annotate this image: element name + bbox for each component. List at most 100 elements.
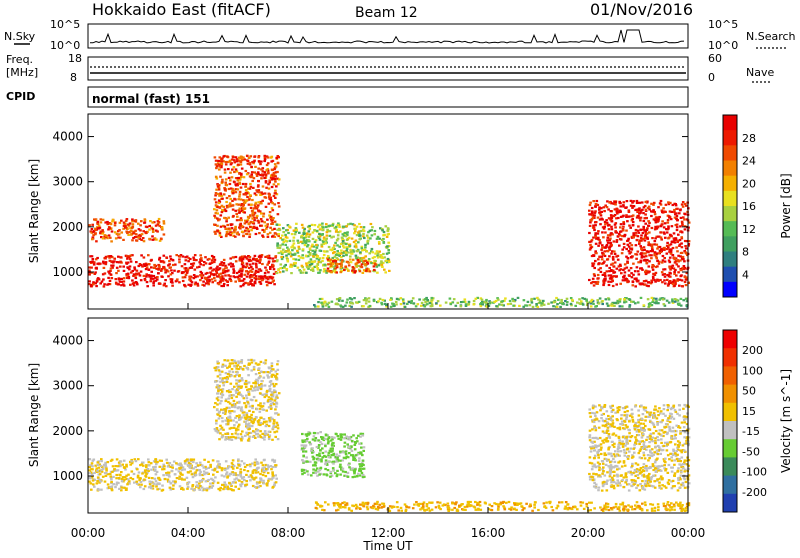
heatmap-cell	[597, 233, 600, 235]
heatmap-cell	[146, 281, 149, 283]
heatmap-cell	[233, 166, 236, 168]
heatmap-cell	[625, 248, 628, 250]
heatmap-cell	[666, 248, 669, 250]
heatmap-cell	[346, 299, 349, 301]
heatmap-cell	[225, 210, 228, 212]
heatmap-cell	[269, 266, 272, 268]
heatmap-cell	[317, 301, 320, 303]
heatmap-cell	[257, 220, 260, 222]
heatmap-cell	[608, 298, 611, 300]
heatmap-cell	[276, 373, 279, 375]
heatmap-cell	[359, 235, 362, 237]
heatmap-cell	[612, 263, 615, 265]
heatmap-cell	[245, 192, 248, 194]
heatmap-cell	[324, 242, 327, 244]
heatmap-cell	[113, 468, 116, 470]
heatmap-cell	[222, 285, 225, 287]
heatmap-cell	[145, 464, 148, 466]
heatmap-cell	[625, 206, 628, 208]
heatmap-cell	[213, 208, 216, 210]
heatmap-cell	[658, 263, 661, 265]
heatmap-cell	[605, 246, 608, 248]
heatmap-cell	[187, 284, 190, 286]
heatmap-cell	[111, 489, 114, 491]
heatmap-cell	[484, 301, 487, 303]
heatmap-cell	[628, 269, 631, 271]
heatmap-cell	[288, 225, 291, 227]
heatmap-cell	[220, 226, 223, 228]
heatmap-cell	[378, 251, 381, 253]
heatmap-cell	[677, 271, 680, 273]
heatmap-cell	[623, 246, 626, 248]
heatmap-cell	[123, 270, 126, 272]
heatmap-cell	[175, 468, 178, 470]
heatmap-cell	[255, 266, 258, 268]
heatmap-cell	[246, 159, 249, 161]
heatmap-cell	[292, 240, 295, 242]
heatmap-cell	[219, 425, 222, 427]
heatmap-cell	[323, 270, 326, 272]
heatmap-cell	[601, 252, 604, 254]
heatmap-cell	[501, 304, 504, 306]
heatmap-cell	[130, 261, 133, 263]
heatmap-cell	[275, 481, 278, 483]
heatmap-cell	[248, 236, 251, 238]
heatmap-cell	[315, 244, 318, 246]
heatmap-cell	[268, 436, 271, 438]
heatmap-cell	[249, 276, 252, 278]
heatmap-cell	[633, 205, 636, 207]
heatmap-cell	[228, 177, 231, 179]
heatmap-cell	[259, 405, 262, 407]
heatmap-cell	[248, 230, 251, 232]
heatmap-cell	[224, 408, 227, 410]
heatmap-cell	[267, 236, 270, 238]
heatmap-cell	[595, 203, 598, 205]
heatmap-cell	[648, 265, 651, 267]
heatmap-cell	[221, 427, 224, 429]
heatmap-cell	[254, 166, 257, 168]
heatmap-cell	[244, 202, 247, 204]
heatmap-cell	[172, 264, 175, 266]
heatmap-cell	[88, 273, 91, 275]
heatmap-cell	[255, 278, 258, 280]
heatmap-cell	[337, 438, 340, 440]
heatmap-cell	[620, 223, 623, 225]
heatmap-cell	[263, 436, 266, 438]
heatmap-cell	[362, 476, 365, 478]
freq-label: Freq.	[6, 53, 33, 66]
heatmap-cell	[239, 256, 242, 258]
heatmap-cell	[360, 230, 363, 232]
heatmap-cell	[224, 169, 227, 171]
heatmap-cell	[309, 461, 312, 463]
heatmap-cell	[110, 223, 113, 225]
heatmap-cell	[256, 483, 259, 485]
heatmap-cell	[676, 226, 679, 228]
heatmap-cell	[236, 219, 239, 221]
heatmap-cell	[260, 388, 263, 390]
heatmap-cell	[308, 225, 311, 227]
heatmap-cell	[239, 160, 242, 162]
heatmap-cell	[273, 431, 276, 433]
heatmap-cell	[668, 237, 671, 239]
heatmap-cell	[260, 479, 263, 481]
heatmap-cell	[201, 464, 204, 466]
heatmap-cell	[229, 391, 232, 393]
heatmap-cell	[221, 420, 224, 422]
heatmap-cell	[365, 270, 368, 272]
heatmap-cell	[218, 369, 221, 371]
heatmap-cell	[323, 264, 326, 266]
heatmap-cell	[189, 467, 192, 469]
heatmap-cell	[342, 468, 345, 470]
heatmap-cell	[235, 383, 238, 385]
heatmap-cell	[339, 451, 342, 453]
heatmap-cell	[634, 278, 637, 280]
heatmap-cell	[589, 221, 592, 223]
heatmap-cell	[637, 230, 640, 232]
heatmap-cell	[229, 172, 232, 174]
heatmap-cell	[354, 459, 357, 461]
heatmap-cell	[614, 224, 617, 226]
beam-label: Beam 12	[355, 5, 418, 21]
heatmap-cell	[153, 267, 156, 269]
heatmap-cell	[317, 268, 320, 270]
heatmap-cell	[381, 264, 384, 266]
